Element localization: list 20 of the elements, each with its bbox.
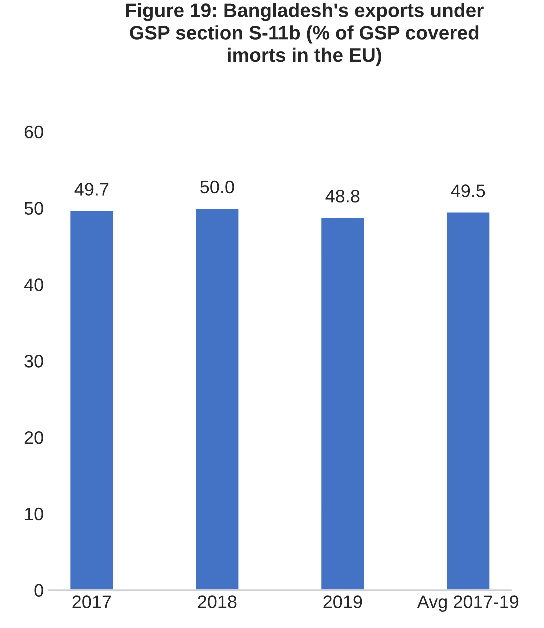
x-tick-label: 2017 bbox=[72, 596, 112, 608]
data-label: 50.0 bbox=[200, 180, 234, 194]
y-tick-label: 0 bbox=[34, 584, 44, 598]
y-tick-label: 60 bbox=[24, 126, 44, 139]
y-tick-label: 10 bbox=[25, 508, 44, 521]
data-label: 49.7 bbox=[74, 183, 109, 196]
data-label: 49.5 bbox=[451, 184, 486, 198]
y-tick-label: 30 bbox=[24, 355, 44, 368]
y-tick-label: 40 bbox=[24, 278, 44, 292]
y-tick-label: 50 bbox=[24, 202, 44, 216]
bar bbox=[194, 208, 240, 590]
y-tick-label: 20 bbox=[24, 431, 44, 444]
bar bbox=[446, 211, 492, 590]
chart-title: Figure 19: Bangladesh's exports under GSP section S-11b (% of GSP covered imorts in the EU) bbox=[126, 3, 484, 66]
x-tick-label: 2018 bbox=[198, 596, 237, 608]
x-tick-label: 2019 bbox=[324, 596, 362, 608]
bar bbox=[69, 210, 115, 590]
bar bbox=[320, 216, 366, 590]
data-label: 48.8 bbox=[326, 190, 360, 203]
x-tick-label: Avg 2017-19 bbox=[417, 596, 519, 612]
